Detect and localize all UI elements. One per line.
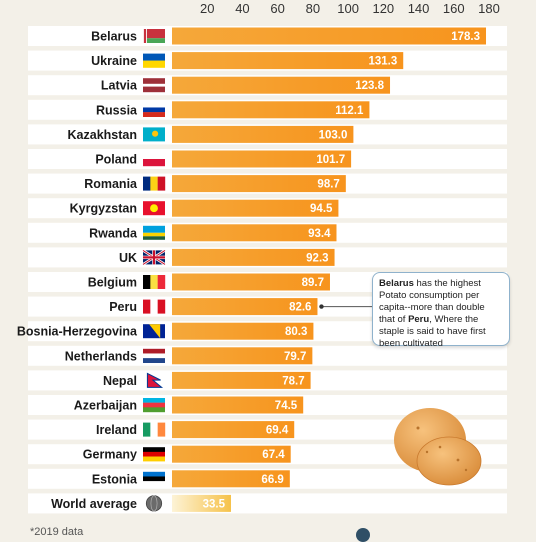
category-label: Ukraine: [91, 54, 137, 68]
uk-flag: [142, 249, 166, 266]
bar: [172, 470, 290, 488]
value-label: 69.4: [266, 425, 289, 437]
category-label: Kyrgyzstan: [70, 202, 137, 216]
value-label: 80.3: [285, 326, 307, 338]
category-label: Rwanda: [89, 226, 138, 240]
category-label: Azerbaijan: [74, 399, 137, 413]
category-label: Russia: [96, 103, 138, 117]
bar: [172, 101, 370, 119]
annotation-text-2: , Where the staple is said to have first…: [379, 314, 486, 349]
x-tick-label: 80: [306, 1, 320, 16]
value-label: 66.9: [261, 474, 283, 486]
callout-connector-dot: [319, 304, 324, 309]
rwanda-flag: [143, 225, 165, 240]
bar: [172, 445, 291, 463]
bar: [172, 27, 487, 45]
category-label: Peru: [109, 300, 137, 314]
bar: [172, 175, 346, 193]
annotation-country-2: Peru: [408, 314, 430, 325]
x-tick-label: 120: [372, 1, 394, 16]
latvia-flag: [143, 78, 165, 93]
x-tick-label: 100: [337, 1, 359, 16]
value-label: 103.0: [319, 129, 348, 141]
x-tick-label: 140: [408, 1, 430, 16]
x-tick-label: 40: [235, 1, 249, 16]
value-label: 101.7: [316, 154, 345, 166]
romania-flag: [143, 176, 166, 191]
value-label: 112.1: [335, 105, 364, 117]
value-label: 94.5: [310, 203, 333, 215]
bar: [172, 199, 339, 217]
category-label: Netherlands: [65, 349, 137, 363]
nepal-flag: [146, 372, 164, 388]
bar: [172, 52, 404, 70]
value-label: 131.3: [368, 56, 397, 68]
value-label: 67.4: [262, 449, 285, 461]
bar: [172, 322, 314, 340]
bar: [172, 396, 304, 414]
category-label: Belarus: [91, 30, 137, 44]
potato-illustration: [394, 408, 482, 486]
bar: [172, 494, 231, 512]
belarus-flag: [143, 29, 165, 43]
poland-flag: [143, 152, 165, 167]
germany-flag: [143, 447, 165, 462]
globe-icon: [145, 495, 163, 512]
value-label: 93.4: [308, 228, 331, 240]
bar: [172, 248, 335, 266]
category-label: Kazakhstan: [68, 128, 137, 142]
value-label: 98.7: [317, 179, 339, 191]
category-label: Belgium: [88, 276, 137, 290]
bar: [172, 76, 391, 94]
category-label: World average: [51, 497, 137, 511]
kazakhstan-flag: [143, 127, 165, 142]
value-label: 92.3: [306, 252, 328, 264]
category-label: Estonia: [92, 472, 138, 486]
bar: [172, 371, 311, 389]
category-label: Ireland: [96, 423, 137, 437]
russia-flag: [143, 102, 165, 117]
category-label: Romania: [84, 177, 138, 191]
value-label: 123.8: [355, 80, 384, 92]
x-tick-label: 180: [478, 1, 500, 16]
footer-logo-icon: [356, 528, 370, 542]
value-label: 178.3: [451, 31, 480, 43]
value-label: 78.7: [282, 375, 304, 387]
x-tick-label: 160: [443, 1, 465, 16]
category-label: Poland: [95, 153, 137, 167]
ukraine-flag: [143, 53, 165, 68]
category-label: UK: [119, 251, 137, 265]
category-label: Latvia: [101, 79, 138, 93]
annotation-callout: Belarus has the highest Potato consumpti…: [372, 272, 510, 349]
peru-flag: [143, 299, 166, 314]
azerbaijan-flag: [143, 398, 165, 413]
bar: [172, 125, 354, 143]
x-tick-label: 60: [270, 1, 284, 16]
value-label: 33.5: [203, 498, 226, 510]
bar: [172, 421, 295, 439]
annotation-country-1: Belarus: [379, 278, 414, 289]
bar: [172, 347, 313, 365]
bosnia-herzegovina-flag: [143, 324, 165, 339]
bar: [172, 150, 352, 168]
bar: [172, 298, 318, 316]
ireland-flag: [143, 422, 166, 437]
kyrgyzstan-flag: [143, 201, 165, 216]
category-label: Nepal: [103, 374, 137, 388]
bar: [172, 273, 330, 291]
x-tick-label: 20: [200, 1, 214, 16]
value-label: 89.7: [302, 277, 324, 289]
annotation-text-1: has the highest Potato consumption per c…: [379, 278, 485, 325]
bar: [172, 224, 337, 242]
category-label: Bosnia-Herzegovina: [17, 325, 138, 339]
value-label: 74.5: [275, 400, 298, 412]
category-label: Germany: [83, 448, 137, 462]
footer-note: *2019 data: [30, 526, 84, 538]
estonia-flag: [143, 471, 165, 486]
value-label: 79.7: [284, 351, 306, 363]
netherlands-flag: [143, 348, 165, 363]
value-label: 82.6: [289, 302, 311, 314]
belgium-flag: [143, 275, 166, 289]
